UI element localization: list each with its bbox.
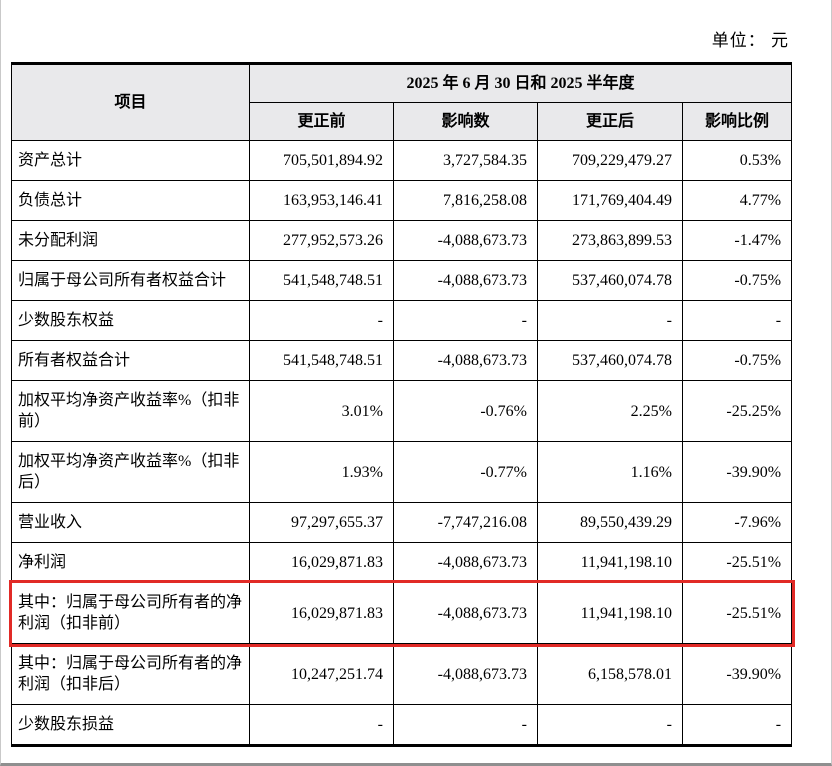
row-value-cell: 6,158,578.01: [537, 643, 683, 705]
row-item-label: 少数股东权益: [11, 300, 250, 341]
row-value-cell: -4,088,673.73: [393, 643, 538, 705]
table-row: 加权平均净资产收益率%（扣非前） 3.01% -0.76% 2.25% -25.25%: [11, 380, 793, 442]
row-value-cell: -25.25%: [681, 380, 793, 442]
header-row-period: 项目 2025 年 6 月 30 日和 2025 半年度: [11, 62, 793, 141]
row-item-label: 未分配利润: [11, 220, 250, 261]
row-value-cell: -7,747,216.08: [393, 502, 538, 543]
row-value-cell: -4,088,673.73: [393, 220, 538, 261]
row-value-cell: 537,460,074.78: [537, 260, 683, 301]
header-row-subcolumns: 更正前 影响数 更正后 影响比例: [12, 102, 793, 141]
row-value-cell: 537,460,074.78: [537, 340, 683, 381]
row-item-label: 归属于母公司所有者权益合计: [11, 260, 250, 301]
row-value-cell: -0.75%: [681, 260, 793, 301]
row-item-label: 营业收入: [11, 502, 250, 543]
table-row: 资产总计 705,501,894.92 3,727,584.35 709,229,47…: [11, 140, 793, 181]
row-value-cell: -: [249, 300, 394, 341]
header-subcolumn: 更正前: [249, 102, 394, 141]
row-value-cell: -: [249, 704, 394, 747]
row-value-cell: 1.93%: [249, 441, 394, 503]
row-value-cell: 16,029,871.83: [249, 542, 394, 583]
row-item-label: 少数股东损益: [11, 704, 250, 747]
table-body: 资产总计 705,501,894.92 3,727,584.35 709,229,47…: [8, 140, 795, 747]
row-value-cell: -7.96%: [681, 502, 793, 543]
row-value-cell: 705,501,894.92: [249, 140, 394, 181]
table-row: 其中：归属于母公司所有者的净利润（扣非后） 10,247,251.74 -4,088…: [11, 643, 793, 705]
row-value-cell: 4.77%: [681, 180, 793, 221]
row-value-cell: -4,088,673.73: [393, 340, 538, 381]
row-value-cell: -25.51%: [681, 542, 793, 583]
table-row: 营业收入 97,297,655.37 -7,747,216.08 89,550,439…: [11, 502, 793, 543]
table-row: 净利润 16,029,871.83 -4,088,673.73 11,941,198.…: [11, 542, 793, 583]
row-item-label: 负债总计: [11, 180, 250, 221]
table-header: 项目 2025 年 6 月 30 日和 2025 半年度 更正前 影响数 更正后 影响…: [11, 62, 793, 141]
row-value-cell: 163,953,146.41: [249, 180, 394, 221]
row-value-cell: 273,863,899.53: [537, 220, 683, 261]
header-subcolumn: 影响数: [393, 102, 538, 141]
header-period-span: 2025 年 6 月 30 日和 2025 半年度: [248, 62, 793, 103]
row-value-cell: -: [681, 704, 793, 747]
row-value-cell: 171,769,404.49: [537, 180, 683, 221]
row-value-cell: 0.53%: [681, 140, 793, 181]
row-value-cell: -4,088,673.73: [393, 260, 538, 301]
row-value-cell: -4,088,673.73: [393, 542, 538, 583]
row-value-cell: 11,941,198.10: [537, 582, 683, 644]
table-row: 所有者权益合计 541,548,748.51 -4,088,673.73 537,46…: [11, 340, 793, 381]
row-item-label: 加权平均净资产收益率%（扣非后）: [11, 441, 250, 503]
row-value-cell: -0.75%: [681, 340, 793, 381]
table-row: 未分配利润 277,952,573.26 -4,088,673.73 273,863,…: [11, 220, 793, 261]
row-value-cell: -: [681, 300, 793, 341]
unit-label: 单位： 元: [711, 31, 789, 50]
row-value-cell: 7,816,258.08: [393, 180, 538, 221]
row-value-cell: 10,247,251.74: [249, 643, 394, 705]
row-value-cell: 541,548,748.51: [249, 260, 394, 301]
row-item-label: 净利润: [11, 542, 250, 583]
row-value-cell: 97,297,655.37: [249, 502, 394, 543]
row-value-cell: -39.90%: [681, 643, 793, 705]
row-item-label: 加权平均净资产收益率%（扣非前）: [11, 380, 250, 442]
row-item-label: 所有者权益合计: [11, 340, 250, 381]
row-value-cell: 3,727,584.35: [393, 140, 538, 181]
row-value-cell: 16,029,871.83: [249, 582, 394, 644]
row-value-cell: -0.76%: [393, 380, 538, 442]
row-value-cell: -1.47%: [681, 220, 793, 261]
header-item-column: 项目: [11, 62, 250, 141]
table-row: 少数股东损益 - - - -: [11, 704, 793, 747]
header-subcolumn: 更正后: [537, 102, 683, 141]
table-row: 归属于母公司所有者权益合计 541,548,748.51 -4,088,673.73…: [11, 260, 793, 301]
row-value-cell: -25.51%: [681, 582, 793, 644]
row-value-cell: -39.90%: [681, 441, 793, 503]
row-item-label: 资产总计: [11, 140, 250, 181]
row-value-cell: 1.16%: [537, 441, 683, 503]
row-value-cell: -: [537, 704, 683, 747]
table-row: 负债总计 163,953,146.41 7,816,258.08 171,769,40…: [11, 180, 793, 221]
table-row: 加权平均净资产收益率%（扣非后） 1.93% -0.77% 1.16% -39.90%: [11, 441, 793, 503]
row-value-cell: -0.77%: [393, 441, 538, 503]
row-value-cell: -: [393, 300, 538, 341]
row-value-cell: 709,229,479.27: [537, 140, 683, 181]
row-value-cell: 541,548,748.51: [249, 340, 394, 381]
row-value-cell: 89,550,439.29: [537, 502, 683, 543]
row-value-cell: 3.01%: [249, 380, 394, 442]
row-item-label: 其中：归属于母公司所有者的净利润（扣非前）: [11, 582, 250, 644]
row-value-cell: -4,088,673.73: [393, 582, 538, 644]
row-value-cell: 11,941,198.10: [537, 542, 683, 583]
table-row-highlighted: 其中：归属于母公司所有者的净利润（扣非前） 16,029,871.83 -4,088…: [8, 579, 795, 647]
row-item-label: 其中：归属于母公司所有者的净利润（扣非后）: [11, 643, 250, 705]
row-value-cell: 2.25%: [537, 380, 683, 442]
row-value-cell: -: [393, 704, 538, 747]
header-subcolumn: 影响比例: [681, 102, 793, 141]
row-value-cell: 277,952,573.26: [249, 220, 394, 261]
table-row: 少数股东权益 - - - -: [11, 300, 793, 341]
financial-correction-table: 项目 2025 年 6 月 30 日和 2025 半年度 更正前 影响数 更正后 影响…: [8, 62, 795, 747]
row-value-cell: -: [537, 300, 683, 341]
